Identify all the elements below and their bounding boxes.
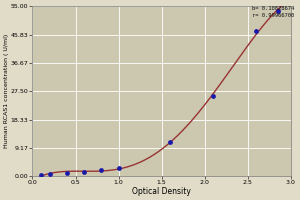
X-axis label: Optical Density: Optical Density bbox=[132, 187, 191, 196]
Point bbox=[99, 168, 104, 172]
Point bbox=[211, 94, 216, 97]
Point bbox=[254, 29, 259, 33]
Point bbox=[276, 9, 280, 12]
Y-axis label: Human RCAS1 concentration ( U/ml): Human RCAS1 concentration ( U/ml) bbox=[4, 34, 9, 148]
Point bbox=[47, 173, 52, 176]
Point bbox=[39, 173, 44, 176]
Point bbox=[116, 166, 121, 169]
Point bbox=[82, 170, 87, 173]
Point bbox=[64, 172, 69, 175]
Text: b= 0.10828674
r= 0.99966700: b= 0.10828674 r= 0.99966700 bbox=[252, 6, 294, 18]
Point bbox=[168, 141, 173, 144]
